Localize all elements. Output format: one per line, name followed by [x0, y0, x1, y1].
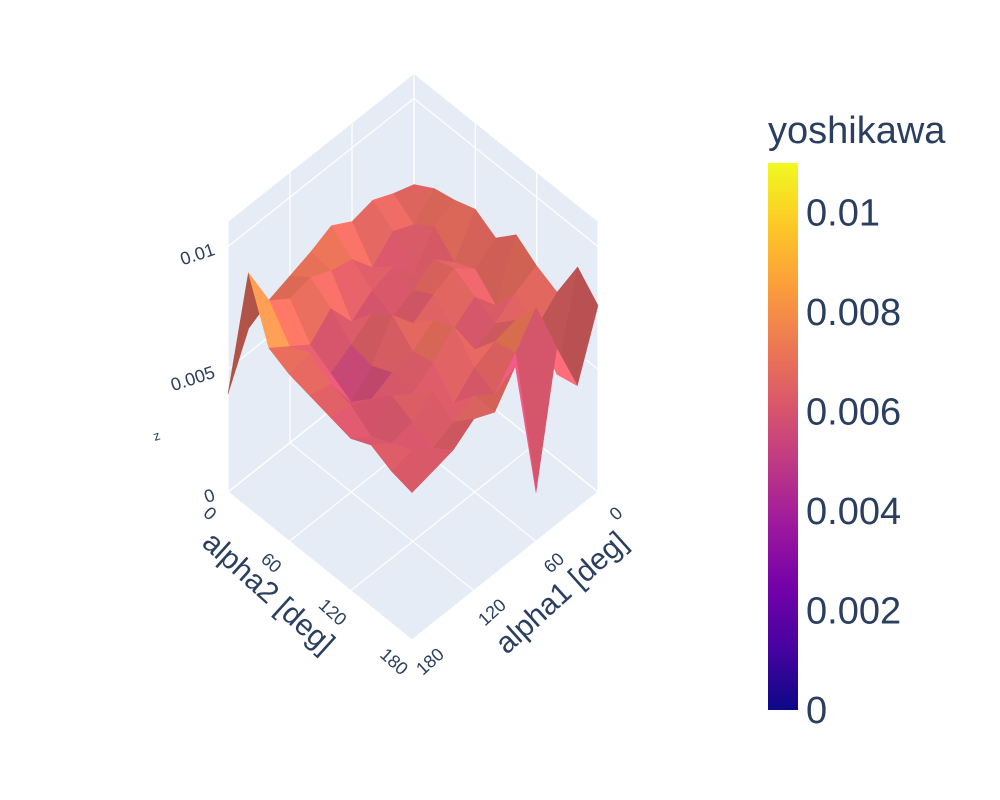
colorbar-tick-label: 0.008 — [806, 292, 901, 334]
z-axis-title: z — [151, 428, 162, 444]
colorbar-title: yoshikawa — [768, 110, 946, 152]
colorbar-tick-label: 0 — [806, 690, 827, 732]
wall-grid-z-right — [413, 98, 599, 247]
wall-grid-z-left — [227, 98, 415, 247]
colorbar-ticks: 0 0.002 0.004 0.006 0.008 0.01 — [806, 193, 901, 732]
x-tick-label: 0 — [606, 503, 627, 525]
floor-grid-a2 — [411, 491, 599, 641]
x-tick-label: 180 — [412, 644, 448, 679]
colorbar-tick-label: 0.006 — [806, 392, 901, 434]
colorbar: yoshikawa 0 0.002 0.004 0.006 0.008 0.01 — [768, 110, 946, 732]
z-tick-label: 0 — [202, 485, 218, 507]
colorbar-tick-label: 0.002 — [806, 591, 901, 633]
floor-grid-a2 — [350, 442, 538, 592]
y-tick-label: 180 — [376, 644, 412, 679]
surface-mesh[interactable] — [227, 184, 599, 494]
colorbar-tick-label: 0.004 — [806, 491, 901, 533]
colorbar-tick-label: 0.01 — [806, 193, 880, 235]
colorbar-gradient — [768, 163, 798, 710]
z-tick-label: 0.005 — [168, 362, 217, 395]
z-axis-ticks: 0 0.005 0.01 — [168, 239, 217, 507]
surface-cell[interactable] — [391, 449, 434, 494]
floor-grid-a1 — [289, 442, 475, 592]
z-tick-label: 0.01 — [178, 239, 218, 269]
floor-grid-a1 — [227, 491, 413, 641]
